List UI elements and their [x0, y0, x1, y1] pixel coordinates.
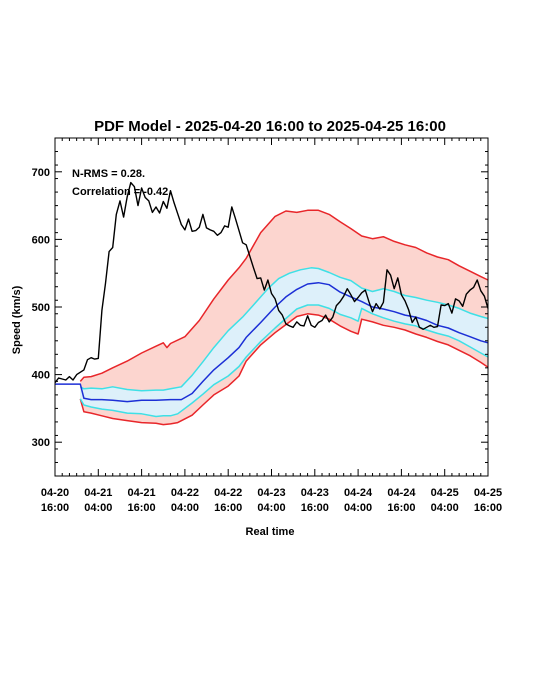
nrms-annotation: N-RMS = 0.28.	[72, 168, 145, 180]
x-tick-label-date: 04-24	[344, 487, 373, 499]
x-tick-label-date: 04-21	[84, 487, 112, 499]
x-tick-label-time: 16:00	[214, 502, 242, 514]
x-tick-label-date: 04-25	[474, 487, 502, 499]
x-tick-label-time: 16:00	[387, 502, 415, 514]
x-tick-label-date: 04-23	[301, 487, 329, 499]
y-tick-label: 700	[32, 167, 50, 179]
median-line	[55, 281, 489, 403]
x-tick-label-date: 04-21	[128, 487, 156, 499]
x-tick-label-time: 04:00	[84, 502, 112, 514]
observed-speed-line	[54, 181, 489, 384]
y-axis-label: Speed (km/s)	[11, 285, 23, 354]
inner-uncertainty-band	[80, 267, 489, 417]
x-tick-label-date: 04-20	[41, 487, 69, 499]
x-tick-label-time: 04:00	[257, 502, 285, 514]
x-axis-label: Real time	[246, 526, 295, 538]
x-tick-label-time: 16:00	[301, 502, 329, 514]
x-tick-label-date: 04-23	[257, 487, 285, 499]
x-tick-label-time: 16:00	[128, 502, 156, 514]
x-tick-label-time: 16:00	[41, 502, 69, 514]
x-tick-label-date: 04-22	[171, 487, 199, 499]
x-tick-label-time: 04:00	[344, 502, 372, 514]
inner-upper-line	[79, 267, 489, 392]
correlation-annotation: Correlation = -0.42.	[72, 186, 171, 198]
x-tick-label-time: 16:00	[474, 502, 502, 514]
x-tick-label-date: 04-24	[387, 487, 416, 499]
outer-upper-line	[79, 209, 489, 382]
y-tick-label: 500	[32, 302, 50, 314]
x-tick-label-time: 04:00	[431, 502, 459, 514]
x-tick-label-time: 04:00	[171, 502, 199, 514]
y-tick-label: 300	[32, 437, 50, 449]
chart-title: PDF Model - 2025-04-20 16:00 to 2025-04-…	[94, 118, 446, 135]
x-tick-label-date: 04-25	[431, 487, 459, 499]
y-tick-label: 400	[32, 370, 50, 382]
y-tick-label: 600	[32, 234, 50, 246]
outer-lower-line	[79, 313, 489, 426]
x-tick-label-date: 04-22	[214, 487, 242, 499]
